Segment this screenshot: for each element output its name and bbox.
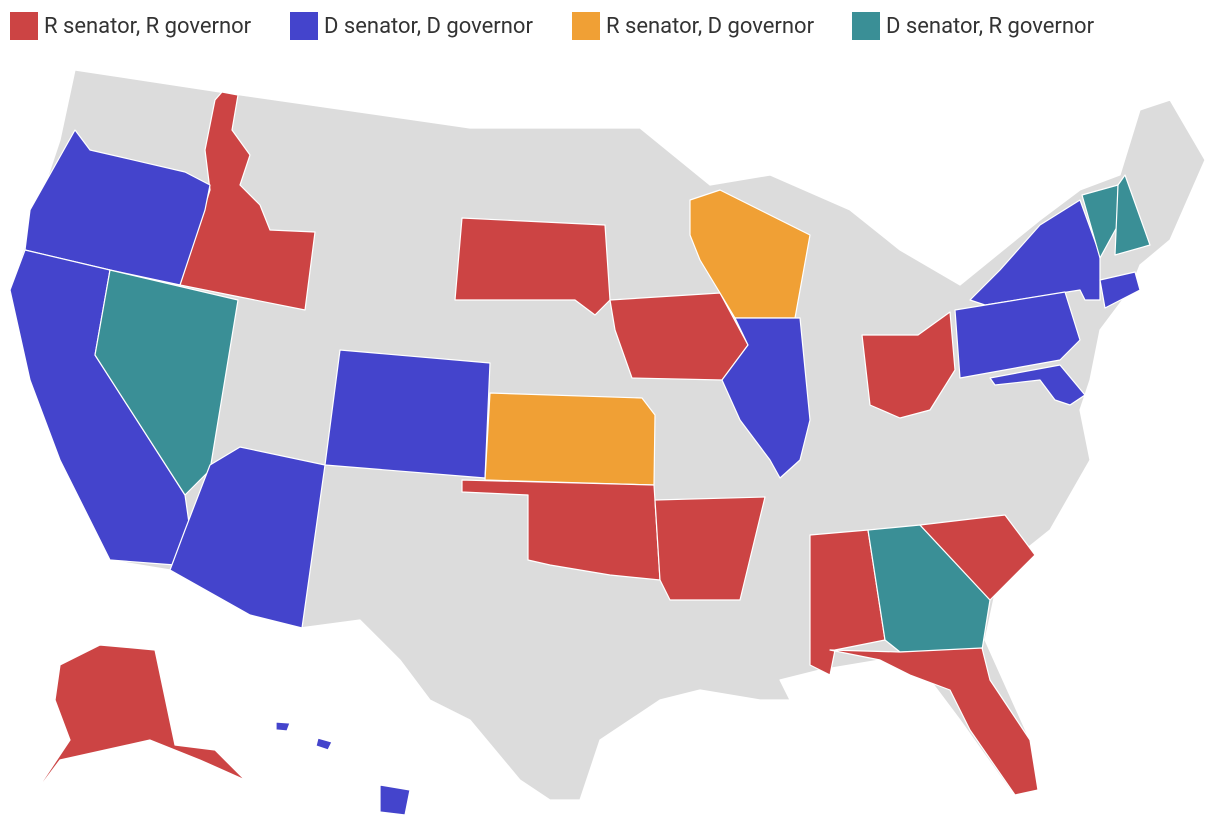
state <box>861 311 956 419</box>
states <box>9 69 1206 816</box>
state <box>1099 271 1141 309</box>
state <box>275 721 291 732</box>
legend-label: R senator, D governor <box>606 14 815 39</box>
state <box>829 647 1039 796</box>
state <box>169 446 326 629</box>
state <box>721 317 811 479</box>
legend-swatch <box>852 12 880 40</box>
state <box>179 91 316 311</box>
state <box>29 644 246 801</box>
state <box>24 129 211 286</box>
state <box>454 217 611 316</box>
state <box>379 784 411 816</box>
legend-label: D senator, R governor <box>886 14 1095 39</box>
state <box>969 199 1101 306</box>
legend-label: D senator, D governor <box>324 14 533 39</box>
state <box>94 269 239 496</box>
state <box>654 496 766 601</box>
state <box>324 349 491 479</box>
legend-swatch <box>290 12 318 40</box>
legend-swatch <box>10 12 38 40</box>
state <box>989 364 1086 406</box>
state <box>954 291 1081 379</box>
state <box>1114 174 1151 256</box>
state <box>315 737 333 751</box>
state <box>484 392 656 486</box>
legend-label: R senator, R governor <box>44 14 252 39</box>
legend-swatch <box>572 12 600 40</box>
legend: R senator, R governor D senator, D govern… <box>10 12 1095 40</box>
state <box>919 514 1036 601</box>
